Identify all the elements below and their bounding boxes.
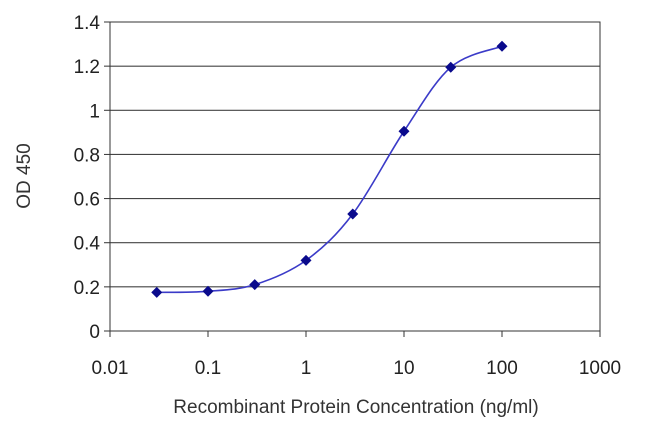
y-tick-label: 1.2	[74, 57, 100, 78]
x-tick-label: 0.1	[195, 358, 221, 379]
y-tick-label: 0.6	[74, 190, 100, 211]
y-tick-label: 0	[89, 322, 100, 343]
data-point	[300, 254, 312, 266]
fit-curve	[156, 45, 503, 294]
x-tick-label: 1	[301, 358, 312, 379]
data-point	[202, 285, 214, 297]
data-point	[249, 279, 261, 291]
y-tick-label: 0.8	[74, 145, 100, 166]
data-point	[445, 61, 457, 73]
y-tick-label: 0.4	[74, 234, 101, 255]
data-point	[398, 125, 410, 137]
y-tick-label: 1	[89, 101, 100, 122]
y-axis-title: OD 450	[14, 143, 35, 208]
x-axis-title: Recombinant Protein Concentration (ng/ml…	[173, 397, 538, 418]
x-tick-label: 100	[486, 358, 518, 379]
x-tick-label: 1000	[579, 358, 621, 379]
plot-frame	[109, 21, 601, 332]
data-point	[151, 286, 163, 298]
x-tick-label: 0.01	[92, 358, 129, 379]
data-point	[347, 208, 359, 220]
y-tick-label: 1.4	[74, 13, 101, 34]
x-tick-label: 10	[393, 358, 414, 379]
data-point	[496, 40, 508, 52]
y-tick-label: 0.2	[74, 278, 100, 299]
